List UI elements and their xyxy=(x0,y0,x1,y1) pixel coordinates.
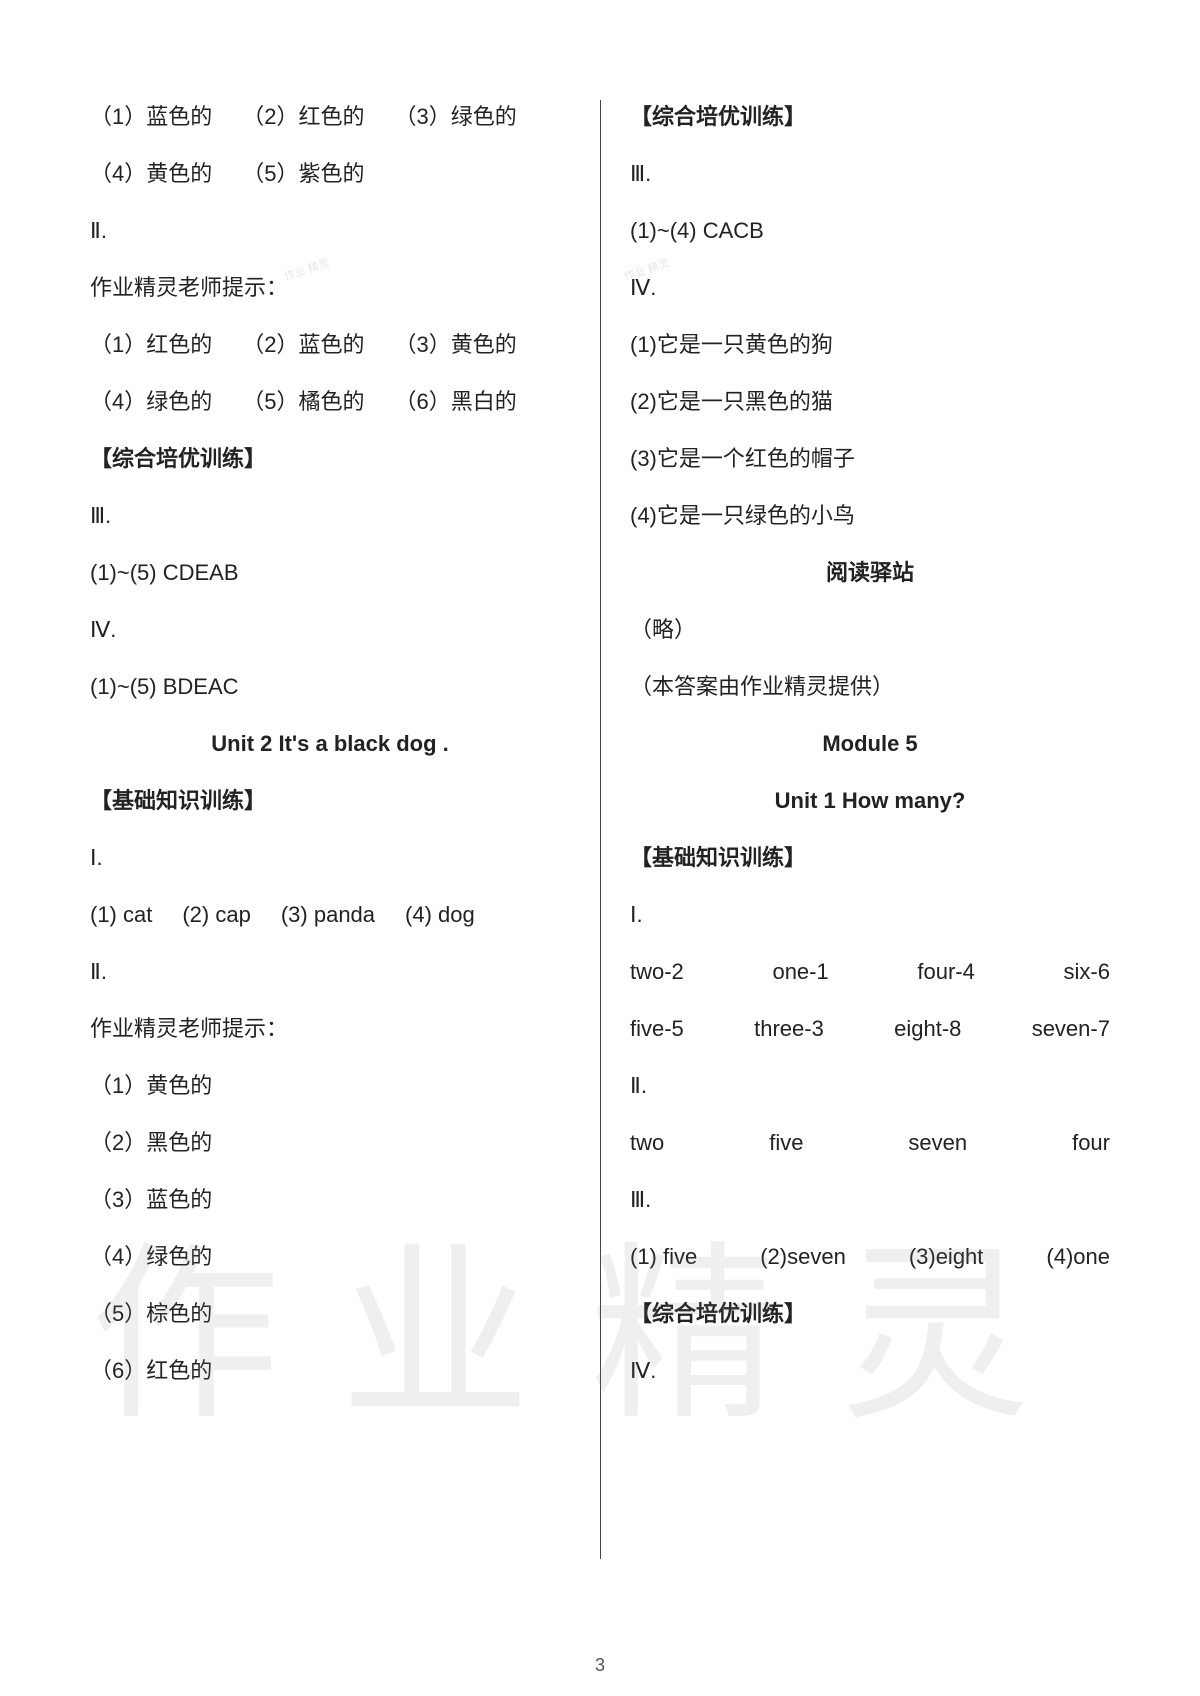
unit-title: Unit 2 It's a black dog . xyxy=(90,727,570,760)
answer-item: five-5 xyxy=(630,1012,684,1045)
answer-item: （4）绿色的 xyxy=(90,1240,570,1273)
answer-item: （6）红色的 xyxy=(90,1354,570,1387)
answer-item: （2）蓝色的 xyxy=(242,328,364,361)
answer-item: five xyxy=(769,1126,803,1159)
section-heading: 【综合培优训练】 xyxy=(90,442,570,475)
answer-row: two five seven four xyxy=(630,1126,1110,1159)
answer-row: (1) five (2)seven (3)eight (4)one xyxy=(630,1240,1110,1273)
section-label: Ⅳ. xyxy=(630,1354,1110,1387)
column-divider xyxy=(600,100,601,1559)
answer-item: (4)one xyxy=(1046,1240,1110,1273)
answer-item: (3)eight xyxy=(909,1240,984,1273)
answer-item: （2）黑色的 xyxy=(90,1126,570,1159)
answer-item: （3）蓝色的 xyxy=(90,1183,570,1216)
answer-item: (1) five xyxy=(630,1240,697,1273)
module-title: Module 5 xyxy=(630,727,1110,760)
hint-text: 作业精灵老师提示： xyxy=(90,271,570,304)
section-heading: 【综合培优训练】 xyxy=(630,1297,1110,1330)
left-column: （1）蓝色的 （2）红色的 （3）绿色的 （4）黄色的 （5）紫色的 Ⅱ. 作业… xyxy=(70,100,600,1636)
answer-item: （2）红色的 xyxy=(242,100,364,133)
section-heading: 【基础知识训练】 xyxy=(90,784,570,817)
answer-item: two-2 xyxy=(630,955,684,988)
answer-item: three-3 xyxy=(754,1012,824,1045)
answer-item: (2)seven xyxy=(760,1240,846,1273)
answer-item: (3)它是一个红色的帽子 xyxy=(630,442,1110,475)
answer-text: (1)~(4) CACB xyxy=(630,214,1110,247)
answer-item: （1）黄色的 xyxy=(90,1069,570,1102)
answer-item: （4）黄色的 xyxy=(90,157,212,190)
answer-item: (2) cap xyxy=(182,898,250,931)
answer-item: seven xyxy=(908,1126,967,1159)
section-label: Ⅲ. xyxy=(90,499,570,532)
answer-item: (4) dog xyxy=(405,898,475,931)
section-label: Ⅰ. xyxy=(90,841,570,874)
section-label: Ⅱ. xyxy=(630,1069,1110,1102)
answer-item: （1）红色的 xyxy=(90,328,212,361)
section-label: Ⅳ. xyxy=(630,271,1110,304)
omit-text: （略） xyxy=(630,613,1110,646)
answer-item: seven-7 xyxy=(1032,1012,1110,1045)
section-label: Ⅲ. xyxy=(630,1183,1110,1216)
answer-item: one-1 xyxy=(772,955,828,988)
answer-item: （5）橘色的 xyxy=(242,385,364,418)
page-container: 作业精灵 作业 精灵 作业 精灵 （1）蓝色的 （2）红色的 （3）绿色的 （4… xyxy=(70,100,1130,1636)
page-number: 3 xyxy=(595,1655,605,1676)
hint-text: 作业精灵老师提示： xyxy=(90,1012,570,1045)
answer-row: （4）黄色的 （5）紫色的 xyxy=(90,157,570,190)
answer-item: six-6 xyxy=(1064,955,1110,988)
section-label: Ⅱ. xyxy=(90,955,570,988)
section-heading: 【基础知识训练】 xyxy=(630,841,1110,874)
answer-item: （3）绿色的 xyxy=(395,100,517,133)
reading-heading: 阅读驿站 xyxy=(630,556,1110,589)
right-column: 【综合培优训练】 Ⅲ. (1)~(4) CACB Ⅳ. (1)它是一只黄色的狗 … xyxy=(600,100,1130,1636)
unit-title: Unit 1 How many? xyxy=(630,784,1110,817)
section-label: Ⅱ. xyxy=(90,214,570,247)
answer-item: (1)它是一只黄色的狗 xyxy=(630,328,1110,361)
answer-item: （1）蓝色的 xyxy=(90,100,212,133)
section-label: Ⅰ. xyxy=(630,898,1110,931)
answer-row: （4）绿色的 （5）橘色的 （6）黑白的 xyxy=(90,385,570,418)
answer-text: (1)~(5) CDEAB xyxy=(90,556,570,589)
answer-item: （3）黄色的 xyxy=(395,328,517,361)
answer-row: five-5 three-3 eight-8 seven-7 xyxy=(630,1012,1110,1045)
answer-item: (2)它是一只黑色的猫 xyxy=(630,385,1110,418)
answer-row: （1）蓝色的 （2）红色的 （3）绿色的 xyxy=(90,100,570,133)
answer-item: (1) cat xyxy=(90,898,152,931)
section-label: Ⅲ. xyxy=(630,157,1110,190)
answer-item: （4）绿色的 xyxy=(90,385,212,418)
answer-item: （5）棕色的 xyxy=(90,1297,570,1330)
answer-row: (1) cat (2) cap (3) panda (4) dog xyxy=(90,898,570,931)
section-heading: 【综合培优训练】 xyxy=(630,100,1110,133)
answer-item: （5）紫色的 xyxy=(242,157,364,190)
answer-item: （6）黑白的 xyxy=(395,385,517,418)
answer-item: (4)它是一只绿色的小鸟 xyxy=(630,499,1110,532)
answer-text: (1)~(5) BDEAC xyxy=(90,670,570,703)
section-label: Ⅳ. xyxy=(90,613,570,646)
answer-row: （1）红色的 （2）蓝色的 （3）黄色的 xyxy=(90,328,570,361)
credit-text: （本答案由作业精灵提供） xyxy=(630,670,1110,703)
answer-item: two xyxy=(630,1126,664,1159)
answer-item: eight-8 xyxy=(894,1012,961,1045)
answer-item: four xyxy=(1072,1126,1110,1159)
answer-row: two-2 one-1 four-4 six-6 xyxy=(630,955,1110,988)
answer-item: (3) panda xyxy=(281,898,375,931)
answer-item: four-4 xyxy=(917,955,974,988)
